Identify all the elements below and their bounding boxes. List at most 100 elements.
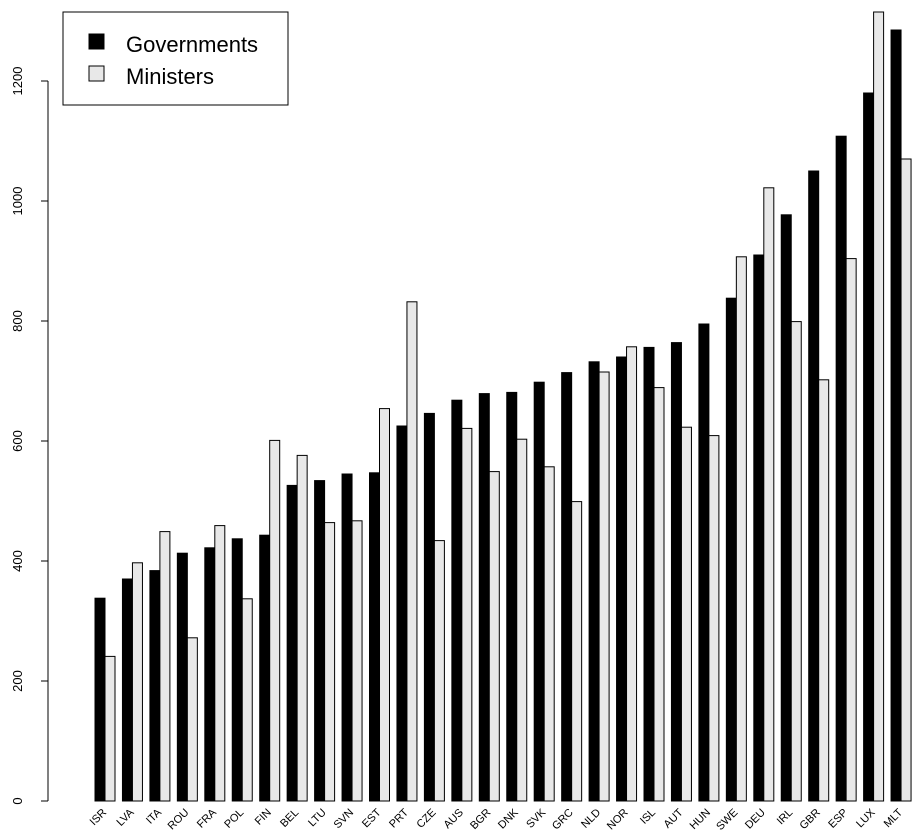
bar-ministers-est	[379, 408, 390, 802]
bar-ministers-fra	[214, 525, 226, 802]
x-tick-label-nld: NLD	[579, 807, 603, 831]
bar-governments-lux	[863, 92, 875, 802]
bar-ministers-lva	[131, 562, 143, 802]
x-tick-label-deu: DEU	[743, 807, 768, 832]
legend: Governments Ministers	[62, 11, 289, 106]
x-tick-label-nor: NOR	[605, 807, 631, 833]
y-tick-label-400: 400	[10, 550, 25, 572]
x-tick-label-ita: ITA	[144, 806, 164, 826]
y-tick-label-800: 800	[10, 310, 25, 332]
x-tick-label-mlt: MLT	[882, 806, 906, 830]
bars-group	[94, 11, 912, 802]
y-tick-label-0: 0	[10, 797, 25, 804]
bar-governments-aut	[670, 342, 682, 802]
bar-ministers-dnk	[516, 438, 528, 802]
y-tick-label-600: 600	[10, 430, 25, 452]
x-tick-label-svk: SVK	[524, 806, 549, 831]
legend-label-governments: Governments	[126, 32, 258, 57]
bar-governments-grc	[561, 372, 573, 802]
x-tick-label-gbr: GBR	[797, 807, 822, 832]
bar-governments-nld	[588, 361, 600, 802]
bar-governments-ltu	[314, 480, 326, 802]
bar-governments-aus	[451, 399, 463, 802]
bar-governments-esp	[835, 135, 847, 802]
bar-governments-prt	[396, 425, 408, 802]
x-tick-label-lux: LUX	[854, 806, 878, 830]
bar-governments-lva	[121, 578, 133, 802]
bar-ministers-irl	[790, 321, 802, 802]
x-tick-label-ltu: LTU	[306, 807, 329, 830]
bar-ministers-fin	[269, 439, 281, 802]
bar-ministers-lux	[873, 11, 885, 802]
x-tick-label-cze: CZE	[414, 807, 438, 831]
bar-governments-isr	[94, 597, 106, 802]
y-axis: 0 200 400 600 800 1000 1200	[10, 67, 49, 805]
bar-governments-bgr	[478, 393, 490, 802]
x-tick-label-bel: BEL	[278, 807, 301, 830]
bar-governments-deu	[753, 254, 765, 802]
x-tick-label-rou: ROU	[166, 807, 192, 833]
bar-ministers-esp	[845, 258, 857, 802]
x-tick-label-est: EST	[360, 806, 384, 830]
x-tick-label-isl: ISL	[638, 807, 658, 827]
x-tick-label-lva: LVA	[115, 806, 138, 829]
bar-ministers-gbr	[818, 379, 830, 802]
bar-ministers-mlt	[900, 158, 912, 802]
x-tick-label-swe: SWE	[714, 807, 740, 833]
bar-ministers-hun	[708, 435, 720, 802]
bar-ministers-bel	[296, 454, 308, 802]
bar-governments-ita	[149, 570, 161, 802]
x-tick-label-grc: GRC	[550, 807, 576, 833]
bar-ministers-nor	[626, 346, 638, 802]
bar-governments-fin	[259, 534, 271, 802]
bar-governments-nor	[616, 356, 628, 802]
bar-ministers-nld	[598, 371, 610, 802]
bar-governments-irl	[780, 214, 792, 802]
bar-governments-cze	[423, 412, 435, 802]
legend-box	[62, 11, 289, 106]
bar-governments-isl	[643, 346, 655, 802]
y-tick-label-1200: 1200	[10, 67, 25, 96]
legend-swatch-governments	[88, 33, 105, 50]
bar-ministers-ita	[159, 531, 171, 802]
bar-ministers-pol	[241, 598, 253, 802]
x-tick-label-hun: HUN	[688, 807, 713, 832]
x-tick-label-svn: SVN	[332, 807, 357, 832]
x-axis-labels: ISR LVA ITA ROU FRA POL FIN BEL LTU SVN EST PRT CZE A…	[88, 806, 906, 833]
x-tick-label-dnk: DNK	[496, 806, 521, 831]
bar-governments-svk	[533, 381, 545, 802]
y-tick-label-200: 200	[10, 670, 25, 692]
x-tick-label-pol: POL	[222, 807, 246, 831]
x-tick-label-irl: IRL	[775, 807, 796, 828]
bar-ministers-isr	[104, 655, 116, 802]
bar-ministers-swe	[735, 256, 747, 802]
bar-governments-svn	[341, 473, 353, 802]
bar-ministers-svk	[543, 466, 555, 802]
x-tick-label-fra: FRA	[195, 806, 220, 831]
x-tick-label-esp: ESP	[826, 807, 850, 831]
bar-ministers-cze	[433, 540, 445, 802]
bar-ministers-grc	[571, 501, 583, 802]
bar-governments-rou	[176, 552, 188, 802]
bar-ministers-svn	[351, 520, 363, 802]
bar-governments-mlt	[890, 29, 902, 802]
bar-governments-hun	[698, 323, 710, 802]
bar-ministers-aus	[461, 427, 473, 802]
x-tick-label-prt: PRT	[387, 806, 411, 830]
bar-governments-fra	[204, 547, 216, 802]
x-tick-label-aus: AUS	[441, 807, 465, 831]
bar-governments-bel	[286, 484, 298, 802]
bar-ministers-bgr	[488, 471, 500, 802]
bar-ministers-prt	[406, 301, 418, 802]
bar-governments-est	[369, 472, 380, 802]
y-tick-label-1000: 1000	[10, 187, 25, 216]
bar-governments-swe	[725, 297, 737, 802]
bar-governments-dnk	[506, 391, 518, 802]
x-tick-label-isr: ISR	[88, 807, 109, 828]
bar-ministers-aut	[680, 426, 692, 802]
x-tick-label-fin: FIN	[253, 807, 274, 828]
legend-swatch-ministers	[88, 65, 105, 82]
bar-ministers-isl	[653, 387, 665, 802]
bar-ministers-deu	[763, 187, 775, 802]
